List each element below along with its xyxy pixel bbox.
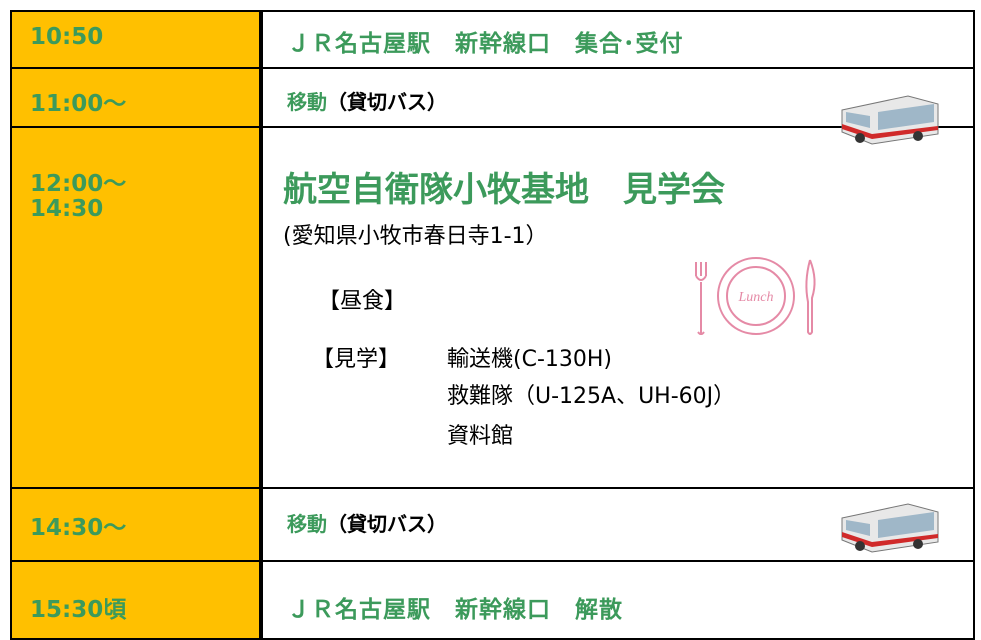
time-cell xyxy=(10,126,261,489)
bus-icon xyxy=(841,503,939,553)
time: 15:30頃 xyxy=(30,597,127,623)
address: (愛知県小牧市春日寺1-1） xyxy=(283,224,548,249)
content-cell xyxy=(261,560,975,640)
time-cell xyxy=(10,487,261,562)
content: 移動 xyxy=(287,512,327,536)
note: （貸切バス） xyxy=(327,90,447,114)
time: 14:30～ xyxy=(30,515,127,541)
time: 14:30 xyxy=(30,196,104,222)
tour-label: 【見学】 xyxy=(312,347,401,372)
lunch-icon: Lunch xyxy=(695,257,816,335)
time: 12:00～ xyxy=(30,171,127,197)
bus-icon xyxy=(841,95,939,145)
row-content: 移動（貸切バス） xyxy=(287,86,447,115)
time-cell xyxy=(10,560,261,640)
lunch-label: 【昼食】 xyxy=(318,289,407,314)
content-cell xyxy=(261,126,975,489)
row-content: 移動（貸切バス） xyxy=(287,508,447,537)
content: 移動 xyxy=(287,90,327,114)
row-content: ＪＲ名古屋駅 新幹線口 集合･受付 xyxy=(287,31,684,57)
time: 11:00～ xyxy=(30,91,127,117)
tour-item: 資料館 xyxy=(447,424,514,449)
note: （貸切バス） xyxy=(327,512,447,536)
tour-item: 輸送機(C-130H) xyxy=(447,347,613,372)
event-title: 航空自衛隊小牧基地 見学会 xyxy=(283,170,725,210)
time: 10:50 xyxy=(30,24,104,50)
content-cell xyxy=(261,10,975,69)
row-content: ＪＲ名古屋駅 新幹線口 解散 xyxy=(287,597,623,623)
tour-item: 救難隊（U-125A、UH-60J） xyxy=(447,384,736,409)
lunch-text: Lunch xyxy=(738,290,774,305)
